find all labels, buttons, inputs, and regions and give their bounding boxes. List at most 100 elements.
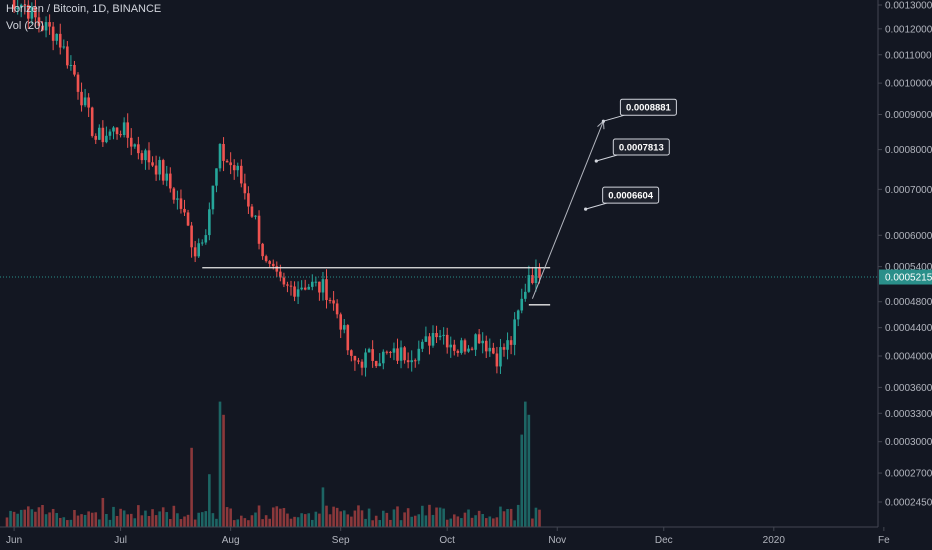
candle-body bbox=[37, 17, 41, 26]
volume-bar bbox=[9, 510, 12, 527]
candle-body bbox=[232, 165, 236, 171]
candle-body bbox=[240, 165, 243, 184]
candle-body bbox=[137, 144, 140, 154]
candle-body bbox=[119, 134, 122, 136]
candle-body bbox=[254, 215, 257, 217]
current-price-label: 0.0005215 bbox=[885, 273, 932, 284]
volume-bar bbox=[339, 511, 342, 527]
price-callout-label: 0.0008881 bbox=[626, 103, 672, 114]
volume-bar bbox=[254, 512, 257, 527]
price-callout-box[interactable] bbox=[619, 98, 677, 116]
candle-body bbox=[353, 355, 357, 361]
candle-body bbox=[495, 353, 499, 367]
candle-body bbox=[204, 235, 208, 243]
candle-body bbox=[335, 303, 339, 315]
y-tick-label: 0.0002450 bbox=[885, 498, 932, 509]
candle-body bbox=[193, 247, 197, 257]
candle-body bbox=[229, 162, 232, 166]
volume-bar bbox=[502, 511, 506, 527]
volume-bar bbox=[176, 513, 179, 527]
candle-body bbox=[428, 336, 431, 346]
volume-bar bbox=[367, 508, 371, 527]
candle-body bbox=[87, 97, 90, 108]
volume-bar bbox=[58, 517, 62, 527]
price-callout-box[interactable] bbox=[602, 186, 660, 204]
y-tick-label: 0.0002700 bbox=[885, 469, 932, 480]
candle-body bbox=[27, 4, 30, 19]
volume-bar bbox=[257, 505, 261, 527]
candle-body bbox=[449, 344, 453, 348]
volume-bar bbox=[62, 517, 66, 527]
candle-body bbox=[12, 0, 16, 10]
candle-body bbox=[385, 351, 389, 353]
volume-bar bbox=[431, 514, 435, 527]
price-callout-label: 0.0007813 bbox=[619, 142, 664, 153]
volume-bar bbox=[477, 510, 481, 527]
volume-bar bbox=[364, 518, 367, 527]
trend-arrow-line[interactable] bbox=[531, 121, 604, 299]
volume-bar bbox=[353, 510, 357, 527]
callout-pointer bbox=[596, 154, 618, 162]
candle-body bbox=[417, 348, 421, 361]
candle-body bbox=[154, 165, 158, 175]
volume-bar bbox=[90, 512, 94, 527]
volume-bar bbox=[513, 520, 516, 527]
candle-body bbox=[83, 97, 87, 106]
volume-bar bbox=[307, 513, 311, 527]
callout-anchor-dot bbox=[594, 159, 598, 163]
volume-bar bbox=[80, 514, 83, 527]
volume-bar bbox=[499, 506, 502, 527]
candle-body bbox=[534, 268, 538, 284]
candle-body bbox=[435, 333, 438, 338]
y-tick-label: 0.0004000 bbox=[885, 352, 932, 363]
volume-bar bbox=[225, 507, 229, 527]
candle-body bbox=[520, 298, 524, 311]
candle-body bbox=[19, 4, 23, 8]
volume-bar bbox=[488, 516, 492, 527]
volume-bar bbox=[467, 509, 470, 527]
y-tick-label: 0.0005400 bbox=[885, 262, 932, 273]
candle-body bbox=[247, 193, 250, 207]
candle-body bbox=[69, 64, 73, 66]
candle-body bbox=[34, 6, 37, 18]
x-tick-label: 2020 bbox=[763, 535, 786, 546]
volume-bar bbox=[424, 515, 428, 527]
volume-bar bbox=[87, 511, 90, 527]
candle-body bbox=[300, 287, 303, 290]
candle-body bbox=[513, 319, 516, 345]
volume-bar bbox=[250, 515, 254, 527]
volume-bar bbox=[48, 512, 51, 527]
volume-bar bbox=[98, 519, 101, 527]
candle-body bbox=[58, 33, 62, 48]
volume-bar bbox=[279, 508, 282, 527]
volume-bar bbox=[169, 519, 172, 527]
x-tick-label: Fe bbox=[878, 535, 890, 546]
y-tick-label: 0.0009000 bbox=[885, 110, 932, 121]
volume-bar bbox=[300, 513, 303, 527]
volume-bar bbox=[332, 506, 335, 527]
volume-bar bbox=[456, 516, 460, 527]
volume-bar bbox=[360, 510, 364, 527]
volume-bar bbox=[144, 510, 147, 527]
candle-body bbox=[225, 160, 229, 163]
volume-bar bbox=[481, 514, 484, 527]
candle-body bbox=[524, 291, 527, 299]
candle-body bbox=[73, 64, 76, 75]
price-callout-box[interactable] bbox=[612, 138, 670, 156]
candle-body bbox=[342, 325, 346, 330]
volume-bar bbox=[186, 514, 190, 527]
volume-bar bbox=[509, 508, 513, 527]
candle-body bbox=[94, 135, 98, 140]
volume-bar bbox=[520, 434, 524, 527]
candle-body bbox=[438, 335, 442, 338]
candle-body bbox=[62, 46, 66, 48]
volume-layer bbox=[5, 401, 541, 527]
volume-bar bbox=[453, 514, 456, 527]
candles-layer bbox=[12, 0, 541, 377]
y-tick-label: 0.0007000 bbox=[885, 185, 932, 196]
volume-bar bbox=[193, 519, 197, 527]
volume-bar bbox=[396, 506, 399, 527]
volume-bar bbox=[538, 509, 541, 527]
candle-body bbox=[66, 46, 69, 66]
